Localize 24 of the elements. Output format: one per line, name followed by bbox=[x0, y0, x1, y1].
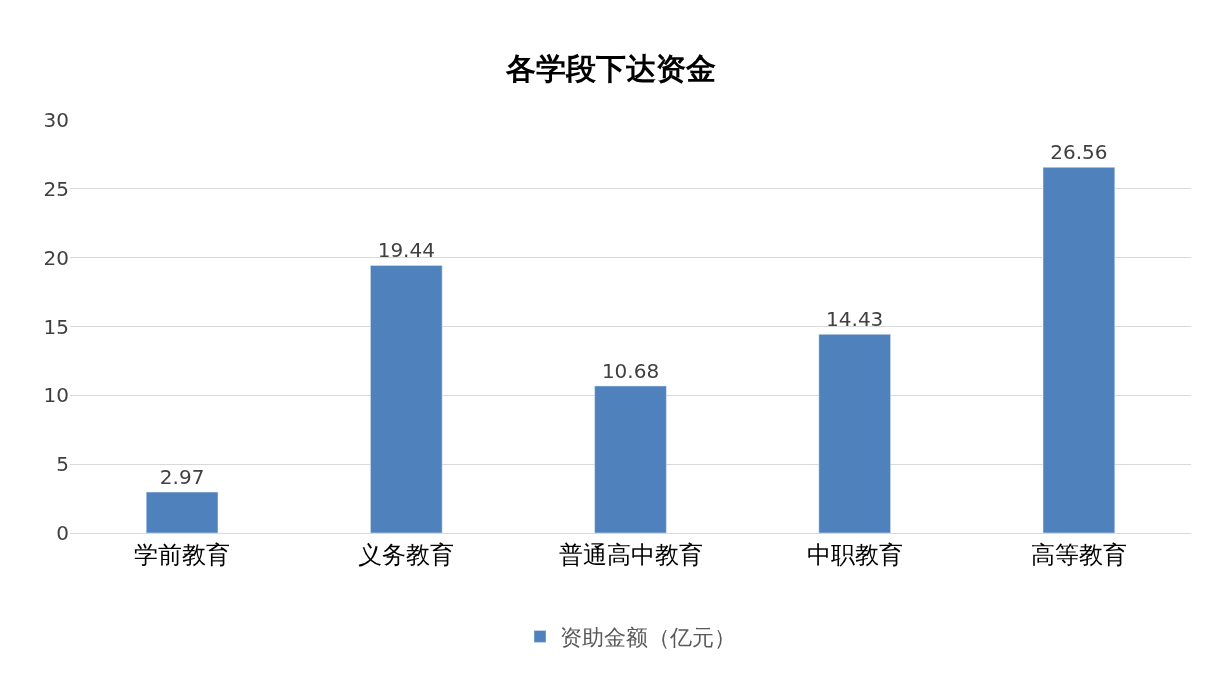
x-tick-label: 普通高中教育 bbox=[558, 540, 703, 569]
y-tick-label: 15 bbox=[43, 314, 69, 339]
chart-title: 各学段下达资金 bbox=[504, 50, 716, 86]
y-tick-label: 5 bbox=[56, 452, 69, 477]
y-tick-label: 30 bbox=[43, 108, 69, 132]
data-label: 2.97 bbox=[159, 465, 205, 490]
data-label: 10.68 bbox=[601, 358, 660, 383]
x-tick-label: 学前教育 bbox=[134, 540, 231, 569]
bar bbox=[594, 385, 667, 533]
bar bbox=[370, 265, 443, 533]
data-label: 14.43 bbox=[826, 307, 884, 332]
y-tick-label: 10 bbox=[43, 383, 69, 408]
bar bbox=[145, 491, 219, 533]
bar bbox=[1042, 167, 1116, 533]
x-tick-label: 义务教育 bbox=[358, 540, 455, 569]
data-label: 19.44 bbox=[377, 238, 435, 263]
x-tick-label: 中职教育 bbox=[806, 540, 903, 569]
legend-label: 资助金额（亿元） bbox=[560, 624, 736, 650]
y-tick-label: 20 bbox=[43, 245, 69, 270]
bar bbox=[818, 334, 891, 533]
y-tick-label: 25 bbox=[43, 176, 69, 201]
x-tick-label: 高等教育 bbox=[1030, 540, 1127, 569]
y-tick-label: 0 bbox=[56, 521, 69, 545]
data-label: 26.56 bbox=[1050, 140, 1108, 165]
